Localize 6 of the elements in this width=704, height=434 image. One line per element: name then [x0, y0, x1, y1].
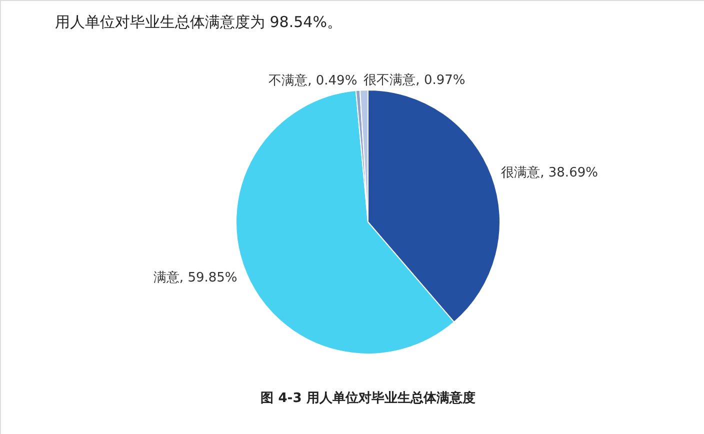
slice-label: 很不满意, 0.97%: [364, 73, 466, 88]
slice-label: 满意, 59.85%: [153, 270, 238, 286]
caption: 图 4-3 用人单位对毕业生总体满意度: [260, 390, 476, 406]
slice-label: 很满意, 38.69%: [501, 166, 598, 181]
slice-label: 不满意, 0.49%: [268, 73, 358, 88]
chart-title: 用人单位对毕业生总体满意度为 98.54%。: [55, 13, 342, 31]
